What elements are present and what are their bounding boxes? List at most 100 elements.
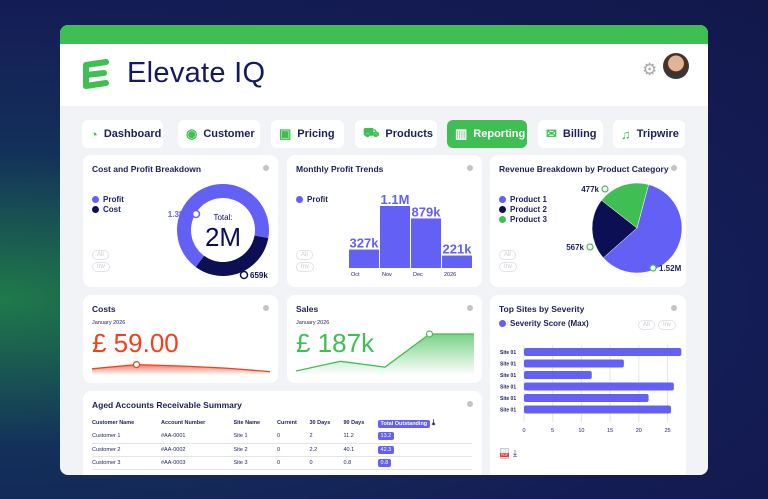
donut-slice-cost[interactable] xyxy=(195,235,269,276)
tab-label: Billing xyxy=(562,128,597,140)
header: Elevate IQ ⚙ xyxy=(60,44,708,106)
cell: 13.2 xyxy=(377,430,472,444)
tab-tripwire[interactable]: ♫ Tripwire xyxy=(613,120,685,148)
menu-dot[interactable] xyxy=(467,305,473,311)
filter-inv[interactable]: Inv xyxy=(296,262,315,272)
period: January 2026 xyxy=(92,320,126,326)
card-sales: Sales January 2026 £ 187k xyxy=(287,295,482,383)
bar-chart-icon: ▥ xyxy=(455,126,468,141)
pie-slice-product-2[interactable] xyxy=(591,199,638,259)
bell-icon: ♫ xyxy=(621,126,631,142)
menu-dot[interactable] xyxy=(671,305,677,311)
table-row[interactable]: Customer 3 #AA-0003 Site 3 0 0 0.8 0.8 xyxy=(92,456,472,470)
cell: 40.1 xyxy=(343,443,378,457)
legend-item: Profit xyxy=(296,195,328,205)
data-label: 477k xyxy=(581,185,599,194)
menu-dot[interactable] xyxy=(263,305,269,311)
cell: 0.8 xyxy=(377,456,472,470)
bar[interactable] xyxy=(524,371,592,379)
horizontal-bar-chart: 0 5 10 15 20 25 Site 01 Site 01 Site 01 Site 01 Si… xyxy=(500,345,682,434)
filter-inv[interactable]: Inv xyxy=(658,320,677,330)
gauge-icon: ◔ xyxy=(90,126,98,142)
legend-item: Severity Score (Max) xyxy=(499,319,589,329)
brand-name: Elevate IQ xyxy=(127,57,266,89)
legend-item: Cost xyxy=(92,205,124,215)
bar[interactable] xyxy=(524,405,671,414)
menu-dot[interactable] xyxy=(467,401,473,407)
cell: #AA-0001 xyxy=(161,430,234,444)
bar[interactable] xyxy=(524,359,624,368)
tab-customer[interactable]: ◉ Customer xyxy=(178,120,260,148)
donut-slice-profit[interactable] xyxy=(177,184,269,268)
cell: Customer 3 xyxy=(92,456,161,470)
pie-slice-product-3[interactable] xyxy=(601,182,649,229)
filter-inv[interactable]: Inv xyxy=(92,262,111,272)
column-header: 90 Days xyxy=(343,420,365,426)
menu-dot[interactable] xyxy=(263,165,269,171)
cell: 0 xyxy=(276,430,310,444)
cell: 0 xyxy=(276,443,310,457)
legend-item: Product 1 xyxy=(499,195,547,205)
table-row[interactable]: Customer 1 #AA-0001 Site 1 0 2 11.2 13.2 xyxy=(92,430,472,444)
bar[interactable] xyxy=(349,249,379,268)
data-label: 1.1M xyxy=(381,192,410,207)
table-row[interactable]: Customer 2 #AA-0002 Site 2 0 2.2 40.1 42.3 xyxy=(92,443,472,457)
bar[interactable] xyxy=(524,382,674,391)
menu-dot[interactable] xyxy=(671,165,677,171)
filter-all[interactable]: All xyxy=(499,250,516,260)
sales-value: £ 187k xyxy=(296,328,375,358)
pdf-export-icon[interactable]: PDF xyxy=(500,448,509,459)
cell: Site 2 xyxy=(233,443,277,457)
x-tick-label: Oct xyxy=(351,272,360,278)
marker xyxy=(601,185,609,193)
data-label: 221k xyxy=(443,242,473,257)
x-tick-label: 0 xyxy=(522,428,525,434)
tab-billing[interactable]: ✉ Billing xyxy=(538,120,603,148)
column-header: Customer Name xyxy=(92,420,135,426)
legend: Profit xyxy=(296,195,328,205)
cell: 0 xyxy=(276,456,310,470)
bar[interactable] xyxy=(524,394,649,402)
gear-icon[interactable]: ⚙ xyxy=(642,60,658,79)
card-title: Sales xyxy=(296,304,319,314)
bar[interactable] xyxy=(380,206,410,268)
area-fill xyxy=(296,334,474,375)
cell: Customer 1 xyxy=(92,430,161,444)
x-tick-label: 25 xyxy=(664,428,670,434)
donut-chart: Total:2M 1.38M 659k xyxy=(168,184,269,280)
tab-dashboard[interactable]: ◔ Dashboard xyxy=(82,120,163,148)
cell: #AA-0003 xyxy=(161,456,234,470)
top-accent-bar xyxy=(60,25,708,44)
card-title: Monthly Profit Trends xyxy=(296,164,384,174)
bar[interactable] xyxy=(524,348,682,356)
bar[interactable] xyxy=(411,218,441,268)
bar[interactable] xyxy=(442,255,472,268)
y-tick-label: Site 01 xyxy=(500,373,516,379)
x-tick-label: 20 xyxy=(636,428,642,434)
avatar[interactable] xyxy=(663,53,689,79)
tab-label: Pricing xyxy=(297,128,335,140)
cell: #AA-0002 xyxy=(161,443,234,457)
cell: 2 xyxy=(309,430,344,444)
filter-all[interactable]: All xyxy=(296,250,313,260)
y-tick-label: Site 01 xyxy=(500,362,516,368)
data-label: 659k xyxy=(250,271,268,280)
y-tick-label: Site 01 xyxy=(500,396,516,402)
legend-item: Profit xyxy=(92,195,124,205)
column-header[interactable]: Total Outstanding ⤓ xyxy=(377,416,472,430)
download-icon[interactable]: ⤓ xyxy=(513,448,517,458)
cell: 42.3 xyxy=(377,443,472,457)
marker xyxy=(239,270,249,280)
tab-reporting[interactable]: ▥ Reporting xyxy=(447,120,527,148)
tab-products[interactable]: ⛟ Products xyxy=(355,120,437,148)
pie-slice-product-1[interactable] xyxy=(602,184,683,274)
cell: Site 3 xyxy=(233,456,277,470)
tab-pricing[interactable]: ▣ Pricing xyxy=(271,120,344,148)
tab-label: Products xyxy=(385,128,434,140)
card-monthly-profit: Monthly Profit Trends Profit All Inv 327… xyxy=(287,155,482,287)
filter-inv[interactable]: Inv xyxy=(499,262,518,272)
filter-all[interactable]: All xyxy=(92,250,109,260)
download-icon[interactable]: ⤓ xyxy=(431,418,436,427)
filter-all[interactable]: All xyxy=(638,320,655,330)
menu-dot[interactable] xyxy=(467,165,473,171)
